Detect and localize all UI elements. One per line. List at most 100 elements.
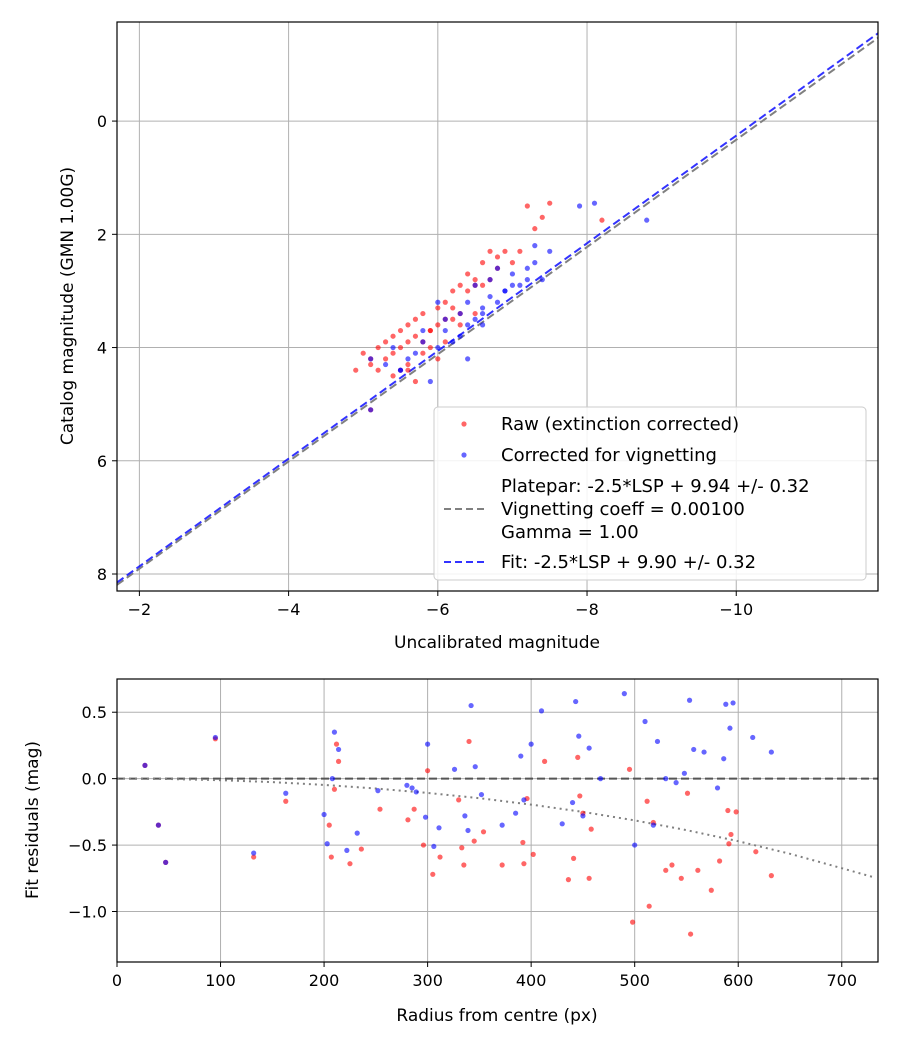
top-ticks: −2 −4 −6 −8 −10 0 2 4 6 8 (97, 112, 753, 619)
x-tick-label: 700 (826, 971, 857, 990)
data-point (726, 841, 732, 847)
data-point (329, 776, 335, 782)
data-point (573, 698, 579, 705)
data-point (524, 203, 530, 209)
data-point (420, 339, 426, 345)
data-point (251, 854, 257, 860)
legend-platepar-line3: Gamma = 1.00 (501, 522, 639, 543)
legend-platepar-line2: Vignetting coeff = 0.00100 (501, 499, 745, 520)
top-y-axis-label: Catalog magnitude (GMN 1.00G) (58, 167, 78, 445)
data-point (753, 849, 759, 855)
data-point (621, 691, 627, 697)
data-point (461, 862, 467, 868)
data-point (405, 367, 411, 373)
data-point (435, 322, 441, 328)
data-point (411, 806, 417, 812)
data-point (431, 843, 437, 850)
x-tick-label: −2 (128, 600, 152, 619)
data-point (466, 738, 472, 745)
data-point (412, 316, 419, 322)
data-point (465, 288, 471, 294)
data-point (397, 367, 404, 373)
data-point (427, 378, 433, 385)
data-point (390, 350, 396, 356)
data-point (472, 277, 478, 283)
data-point (251, 850, 257, 856)
y-tick-label: 0.5 (82, 703, 107, 722)
data-point (716, 858, 723, 864)
data-point (405, 339, 411, 345)
data-point (708, 887, 714, 893)
data-point (487, 277, 493, 283)
data-point (650, 822, 656, 828)
data-point (451, 766, 458, 772)
data-point (457, 333, 463, 339)
data-point (405, 361, 411, 368)
data-point (450, 288, 456, 294)
data-point (409, 785, 415, 791)
data-point (714, 785, 721, 791)
data-point (459, 845, 465, 851)
x-tick-label: 200 (309, 971, 340, 990)
data-point (412, 333, 419, 339)
residuals-chart: 0 100 200 300 400 500 600 700 0.5 0.0 −0.5 −1.0 Rad… (23, 678, 879, 1026)
data-point (569, 799, 576, 806)
data-point (691, 746, 697, 753)
data-point (442, 316, 448, 322)
data-point (599, 217, 605, 223)
bottom-plot-frame (116, 678, 879, 963)
data-point (324, 841, 330, 847)
data-point (487, 293, 493, 300)
data-point (576, 733, 582, 739)
data-point (382, 356, 389, 362)
y-tick-label: 8 (97, 565, 107, 584)
data-point (528, 741, 534, 747)
data-point (472, 282, 478, 288)
data-point (412, 350, 419, 356)
data-point (344, 847, 350, 853)
data-point (375, 788, 381, 794)
data-point (457, 310, 463, 317)
x-tick-label: 300 (412, 971, 443, 990)
data-point (721, 756, 727, 762)
x-tick-label: 0 (112, 971, 122, 990)
data-point (328, 854, 334, 860)
data-point (575, 754, 581, 760)
data-point (479, 282, 486, 288)
data-point (427, 344, 433, 351)
data-point (465, 827, 471, 834)
data-point (427, 327, 433, 334)
legend-marker-corrected (461, 452, 467, 458)
data-point (333, 741, 340, 747)
data-point (420, 310, 426, 317)
data-point (425, 768, 431, 774)
y-tick-label: 4 (97, 339, 107, 358)
data-point (382, 361, 389, 368)
data-point (397, 344, 404, 351)
data-point (532, 260, 538, 266)
data-point (669, 862, 675, 868)
y-tick-label: 0.0 (82, 770, 107, 789)
legend: Raw (extinction corrected) Corrected for… (433, 406, 867, 581)
top-plot-frame (116, 21, 879, 592)
data-point (539, 277, 545, 283)
x-tick-label: −4 (277, 600, 301, 619)
x-tick-label: −10 (719, 600, 753, 619)
data-point (499, 862, 505, 868)
data-point (509, 282, 516, 288)
data-point (725, 807, 731, 814)
data-point (425, 741, 431, 747)
data-point (212, 734, 218, 741)
data-point (686, 697, 693, 703)
data-point (347, 861, 353, 867)
legend-box (433, 406, 867, 581)
data-point (571, 855, 577, 861)
data-point (524, 277, 530, 283)
data-point (450, 339, 456, 345)
y-tick-label: 0 (97, 112, 107, 131)
data-point (479, 305, 486, 311)
data-point (513, 810, 519, 816)
data-point (442, 327, 448, 334)
data-point (354, 830, 360, 836)
